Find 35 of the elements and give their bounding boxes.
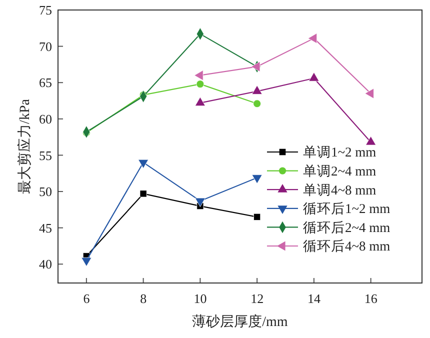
- point: [138, 159, 149, 168]
- y-tick-label: 75: [39, 2, 52, 18]
- legend-label: 单调2~4 mm: [303, 164, 377, 179]
- point: [81, 257, 92, 267]
- legend-label: 单调1~2 mm: [303, 144, 377, 160]
- legend-label: 单调4~8 mm: [303, 182, 377, 198]
- x-tick-label: 10: [194, 291, 207, 306]
- y-tick-label: 60: [39, 111, 52, 126]
- y-tick-label: 45: [39, 220, 52, 236]
- legend-label: 循环后2~4 mm: [303, 220, 391, 235]
- point: [254, 213, 261, 220]
- point: [194, 70, 204, 81]
- point: [196, 80, 204, 88]
- y-tick-label: 70: [39, 38, 52, 54]
- point: [194, 96, 206, 106]
- x-tick-label: 14: [307, 291, 321, 306]
- x-tick-label: 6: [83, 291, 90, 306]
- point: [364, 88, 374, 99]
- x-tick-label: 16: [364, 291, 378, 306]
- y-tick-label: 40: [39, 256, 52, 272]
- point: [140, 190, 147, 198]
- x-axis-title: 薄砂层厚度/mm: [192, 314, 288, 330]
- y-axis-title: 最大剪应力/kPa: [16, 98, 33, 194]
- point: [308, 72, 320, 82]
- y-tick-label: 50: [39, 184, 52, 200]
- point: [252, 174, 262, 184]
- point: [194, 198, 206, 207]
- x-tick-label: 12: [250, 291, 264, 306]
- legend-label: 循环后1~2 mm: [303, 201, 391, 216]
- y-tick-label: 65: [39, 75, 52, 90]
- legend-label: 循环后4~8 mm: [303, 238, 391, 254]
- y-tick-label: 55: [39, 148, 52, 163]
- point: [253, 100, 262, 108]
- x-tick-label: 8: [140, 291, 147, 306]
- point: [308, 33, 318, 44]
